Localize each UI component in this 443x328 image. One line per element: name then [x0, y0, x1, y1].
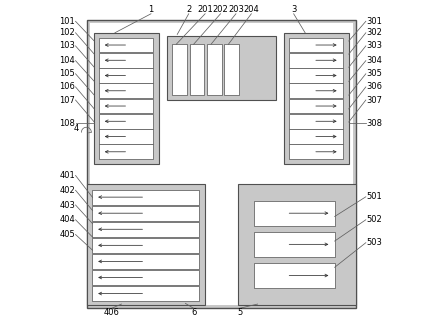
Text: 303: 303: [366, 41, 382, 51]
Text: 302: 302: [366, 28, 382, 37]
Text: 203: 203: [228, 5, 244, 14]
Bar: [254, 232, 334, 256]
Text: 405: 405: [59, 230, 75, 239]
Bar: [289, 53, 343, 68]
Bar: [289, 38, 343, 52]
Text: 403: 403: [59, 200, 75, 210]
Text: 503: 503: [366, 238, 382, 247]
Text: 4: 4: [74, 124, 79, 133]
Text: 108: 108: [59, 118, 75, 128]
Bar: [225, 44, 239, 95]
Bar: [92, 190, 198, 205]
Bar: [98, 68, 153, 83]
Bar: [254, 263, 334, 288]
Bar: [92, 286, 198, 301]
Text: 306: 306: [366, 82, 382, 92]
Bar: [98, 114, 153, 129]
Text: 305: 305: [366, 69, 382, 78]
Bar: [92, 254, 198, 269]
Bar: [172, 44, 187, 95]
Bar: [289, 144, 343, 159]
Bar: [289, 114, 343, 129]
Text: 1: 1: [148, 5, 154, 14]
Bar: [289, 68, 343, 83]
Text: 401: 401: [59, 171, 75, 180]
Bar: [289, 129, 343, 144]
Bar: [92, 222, 198, 237]
Text: 105: 105: [59, 69, 75, 78]
Bar: [289, 83, 343, 98]
Text: 106: 106: [59, 82, 75, 92]
Text: 501: 501: [366, 192, 382, 201]
Bar: [207, 44, 222, 95]
Bar: [167, 36, 276, 100]
Bar: [98, 53, 153, 68]
Text: 406: 406: [104, 308, 120, 317]
Text: 3: 3: [291, 5, 296, 14]
Text: 301: 301: [366, 17, 382, 26]
Text: 104: 104: [59, 56, 75, 65]
Text: 107: 107: [59, 95, 75, 105]
Bar: [98, 144, 153, 159]
Text: 2: 2: [186, 5, 191, 14]
Bar: [87, 20, 356, 308]
Bar: [98, 129, 153, 144]
Bar: [92, 238, 198, 253]
Bar: [92, 206, 198, 221]
Text: 101: 101: [59, 17, 75, 26]
Bar: [284, 33, 350, 164]
Text: 103: 103: [59, 41, 75, 51]
Text: 304: 304: [366, 56, 382, 65]
Bar: [98, 83, 153, 98]
Bar: [92, 270, 198, 285]
Bar: [289, 99, 343, 113]
Text: 502: 502: [366, 215, 382, 224]
Bar: [93, 33, 159, 164]
Text: 6: 6: [191, 308, 196, 317]
Text: 404: 404: [59, 215, 75, 224]
Bar: [98, 99, 153, 113]
Text: 5: 5: [237, 308, 242, 317]
Bar: [238, 184, 356, 305]
Text: 307: 307: [366, 95, 382, 105]
Bar: [87, 184, 205, 305]
Text: 201: 201: [197, 5, 213, 14]
Text: 202: 202: [213, 5, 229, 14]
Bar: [254, 201, 334, 226]
Text: 402: 402: [59, 186, 75, 195]
Bar: [98, 38, 153, 52]
Text: 308: 308: [366, 118, 382, 128]
Text: 204: 204: [244, 5, 259, 14]
Bar: [190, 44, 204, 95]
Bar: [90, 23, 353, 305]
Text: 102: 102: [59, 28, 75, 37]
